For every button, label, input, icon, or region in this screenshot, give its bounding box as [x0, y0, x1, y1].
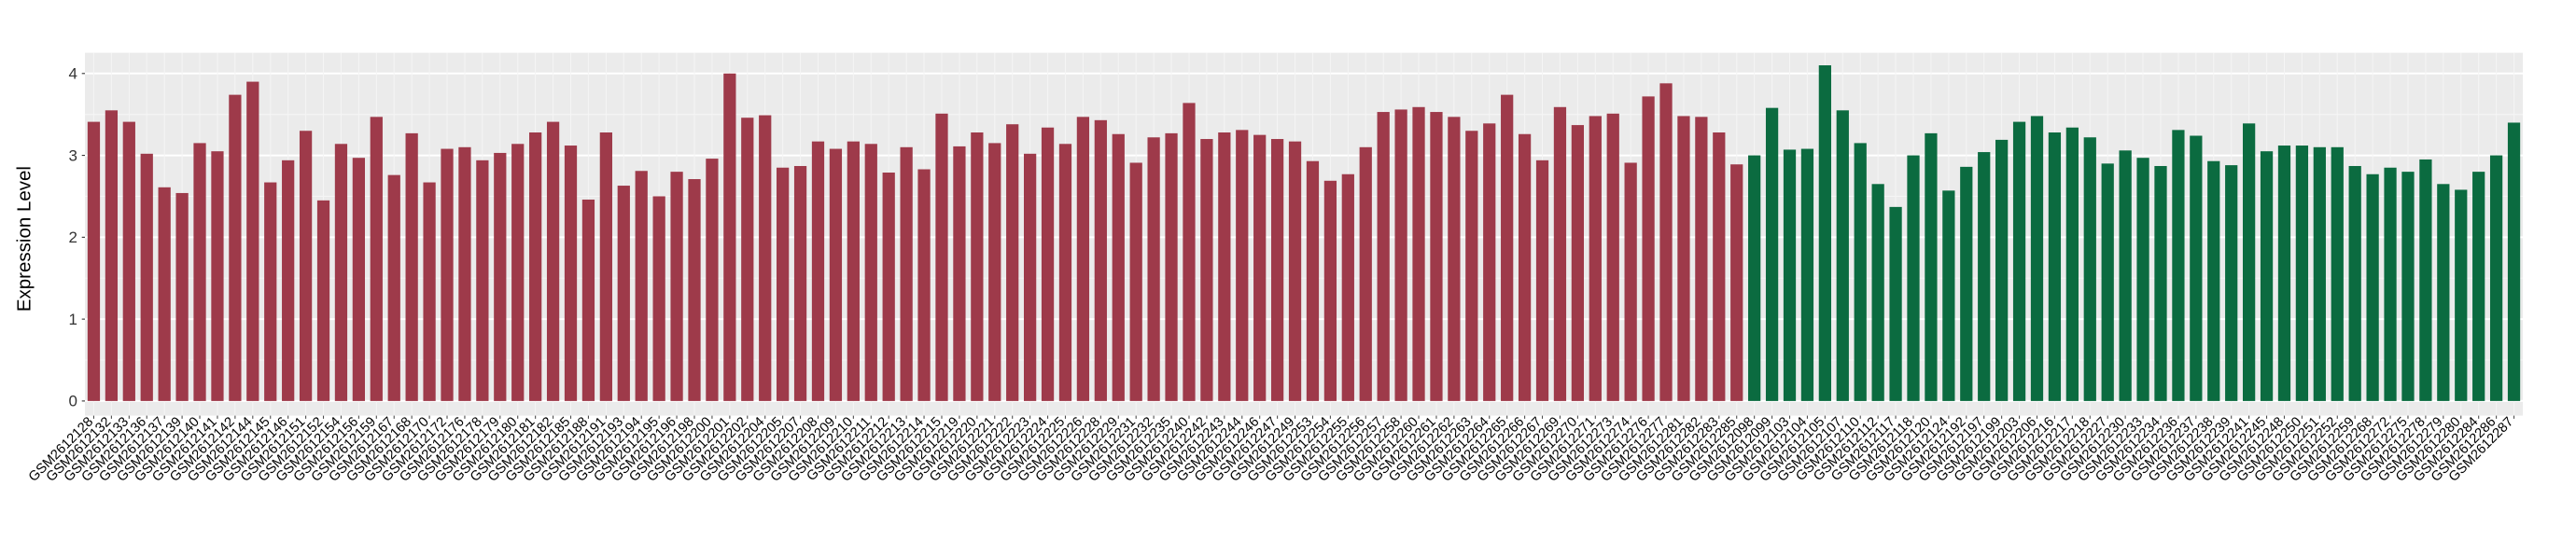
svg-text:3: 3 — [69, 146, 77, 164]
svg-text:4: 4 — [69, 65, 77, 83]
svg-text:Expression Level: Expression Level — [14, 166, 35, 312]
svg-text:2: 2 — [69, 229, 77, 246]
svg-text:0: 0 — [69, 393, 77, 410]
svg-text:1: 1 — [69, 311, 77, 328]
